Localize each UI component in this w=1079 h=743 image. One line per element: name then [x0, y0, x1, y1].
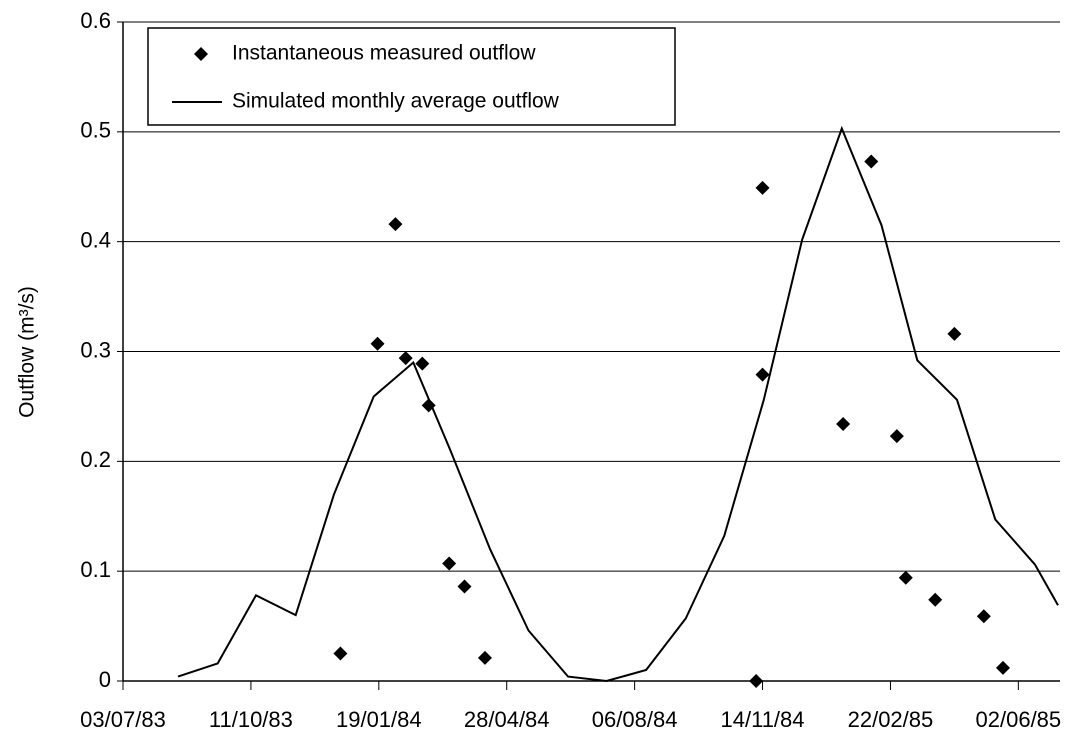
- y-tick-label: 0.2: [80, 447, 111, 472]
- line: [177, 125, 1059, 683]
- marker: [457, 579, 472, 594]
- marker: [947, 326, 962, 341]
- legend-marker: [194, 47, 208, 61]
- legend-box: [147, 27, 676, 126]
- x-tick-label: 22/02/85: [848, 707, 934, 732]
- marker: [889, 429, 904, 444]
- marker: [749, 674, 764, 688]
- legend-label: Simulated monthly average outflow: [232, 90, 560, 113]
- marker: [388, 217, 403, 232]
- marker: [864, 154, 879, 169]
- marker: [898, 570, 913, 585]
- legend: Instantaneous measured outflow Simulated …: [147, 27, 676, 126]
- y-axis-label: Outflow (m³/s): [16, 286, 39, 418]
- marker: [996, 660, 1010, 675]
- marker: [928, 592, 943, 607]
- y-tick-label: 0: [99, 667, 111, 692]
- x-tick-label: 28/04/84: [464, 707, 550, 732]
- y-tick-label: 0.6: [80, 8, 111, 33]
- legend-label: Instantaneous measured outflow: [232, 42, 536, 65]
- marker: [836, 416, 851, 431]
- marker: [755, 180, 770, 195]
- marker: [442, 556, 457, 571]
- x-tick-label: 02/06/85: [976, 707, 1062, 732]
- marker: [333, 646, 348, 661]
- marker: [477, 650, 492, 665]
- x-tick-label: 19/01/84: [336, 707, 422, 732]
- marker: [976, 609, 991, 624]
- x-tick-label: 11/10/83: [209, 707, 293, 732]
- y-tick-label: 0.3: [80, 337, 111, 362]
- marker: [370, 336, 385, 351]
- x-tick-label: 14/11/84: [721, 707, 805, 732]
- y-tick-label: 0.1: [80, 557, 111, 582]
- x-tick-label: 06/08/84: [592, 707, 678, 732]
- marker: [398, 351, 413, 366]
- marker: [415, 356, 430, 371]
- x-tick-label: 03/07/83: [80, 707, 166, 732]
- y-tick-label: 0.5: [80, 118, 111, 143]
- marker: [755, 367, 770, 382]
- y-tick-label: 0.4: [80, 227, 111, 252]
